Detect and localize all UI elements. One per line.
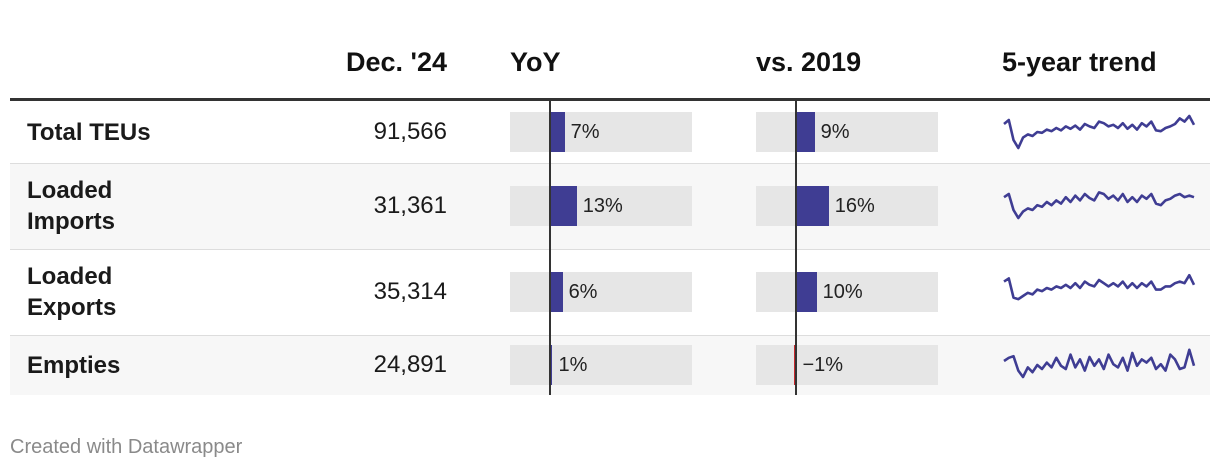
sparkline-path [1003, 114, 1196, 150]
row-value: 24,891 [373, 351, 447, 378]
yoy-bar [550, 186, 577, 226]
table-row: Loaded Exports 35,314 6% 10% [10, 249, 1210, 335]
yoy-zero-axis [549, 101, 552, 395]
table-row: Empties 24,891 1% −1% [10, 335, 1210, 395]
sparkline-path [1003, 348, 1196, 379]
row-divider [10, 163, 1210, 164]
row-value: 31,361 [373, 192, 447, 219]
sparkline-path [1003, 191, 1195, 220]
vs2019-bar [796, 186, 829, 226]
yoy-bar [550, 345, 553, 385]
row-label: Loaded Imports [27, 177, 116, 235]
header-vs-2019: vs. 2019 [756, 47, 862, 77]
yoy-label: 1% [558, 354, 588, 376]
row-label: Empties [27, 352, 121, 379]
vs2019-bar-track: 9% [756, 112, 938, 152]
row-divider [10, 249, 1210, 250]
trend-sparkline [1003, 114, 1196, 150]
yoy-label: 6% [568, 281, 598, 303]
yoy-bar-track: 1% [510, 345, 692, 385]
vs2019-bar-track: 16% [756, 186, 938, 226]
yoy-bar [550, 272, 563, 312]
yoy-bar [550, 112, 565, 152]
yoy-label: 13% [582, 195, 623, 217]
trend-sparkline [1003, 348, 1196, 379]
header-5-year-trend: 5-year trend [1002, 47, 1157, 77]
vs2019-bar [796, 272, 817, 312]
data-table: Dec. '24 YoY vs. 2019 5-year trend Total… [10, 0, 1210, 395]
trend-sparkline [1003, 191, 1195, 220]
row-label: Loaded Exports [27, 263, 117, 321]
sparkline-path [1003, 273, 1196, 301]
yoy-label: 7% [570, 121, 600, 143]
yoy-bar-track: 6% [510, 272, 692, 312]
vs2019-zero-axis [795, 101, 798, 395]
row-value: 91,566 [373, 118, 447, 145]
header-rule [10, 98, 1210, 101]
vs2019-bar [796, 112, 815, 152]
vs2019-label: 16% [834, 195, 875, 217]
vs2019-bar [794, 345, 797, 385]
vs2019-label: 9% [820, 121, 850, 143]
header-yoy: YoY [510, 47, 561, 77]
header-dec-24: Dec. '24 [346, 47, 447, 77]
footer-credit: Created with Datawrapper [10, 436, 243, 458]
table-row: Loaded Imports 31,361 13% 16% [10, 163, 1210, 249]
yoy-bar-track: 7% [510, 112, 692, 152]
row-divider [10, 335, 1210, 336]
vs2019-label: −1% [802, 354, 844, 376]
trend-sparkline [1003, 273, 1196, 301]
table-header: Dec. '24 YoY vs. 2019 5-year trend [10, 0, 1210, 101]
vs2019-bar-track: 10% [756, 272, 938, 312]
vs2019-bar-track: −1% [756, 345, 938, 385]
row-value: 35,314 [373, 278, 447, 305]
table-row: Total TEUs 91,566 7% 9% [10, 101, 1210, 163]
yoy-bar-track: 13% [510, 186, 692, 226]
row-label: Total TEUs [27, 119, 151, 146]
vs2019-label: 10% [822, 281, 863, 303]
